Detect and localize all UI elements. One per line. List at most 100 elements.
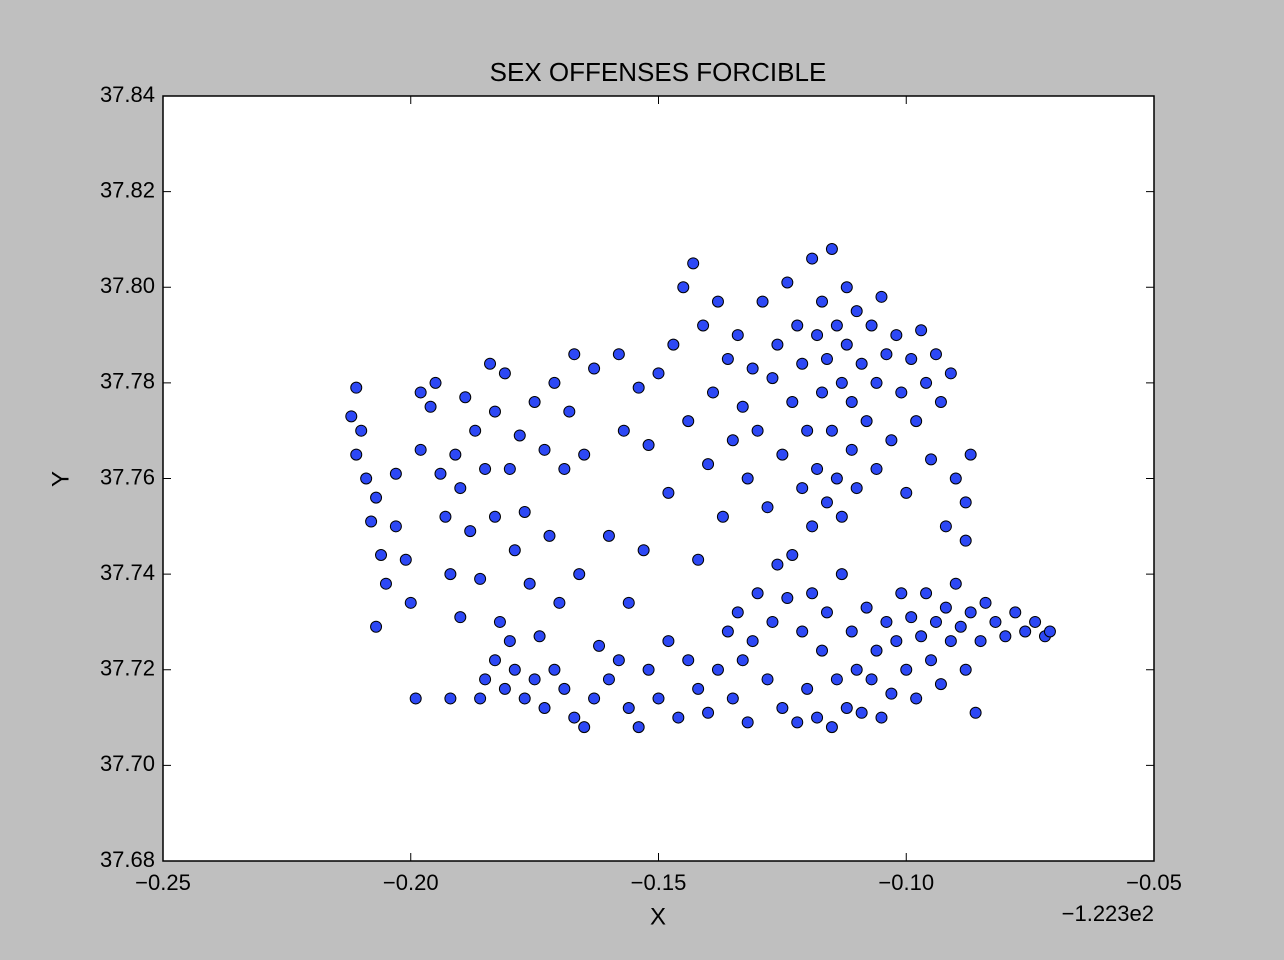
- point: [949, 472, 962, 485]
- point: [612, 348, 625, 361]
- point: [726, 434, 739, 447]
- point: [910, 692, 923, 705]
- point: [1043, 625, 1056, 638]
- point: [776, 702, 789, 714]
- point: [479, 673, 492, 686]
- point: [1019, 625, 1032, 638]
- point: [786, 396, 799, 408]
- point: [816, 295, 829, 308]
- y-tick-label: 37.68: [100, 847, 155, 872]
- point: [835, 376, 848, 389]
- point: [518, 692, 531, 705]
- point: [999, 630, 1012, 643]
- point: [409, 692, 422, 705]
- point: [835, 510, 848, 523]
- point: [820, 352, 833, 365]
- point: [721, 352, 734, 365]
- point: [944, 635, 957, 648]
- point: [964, 606, 977, 619]
- chart-title: SEX OFFENSES FORCIBLE: [490, 57, 827, 87]
- point: [925, 453, 938, 466]
- point: [840, 338, 853, 351]
- point: [558, 682, 571, 695]
- point: [711, 295, 724, 308]
- point: [801, 424, 814, 437]
- point: [702, 458, 715, 471]
- point: [632, 381, 645, 394]
- point: [746, 635, 759, 648]
- point: [726, 692, 739, 705]
- point: [498, 682, 511, 695]
- point: [766, 372, 779, 385]
- point: [543, 529, 556, 542]
- y-axis-label: Y: [47, 471, 74, 487]
- point: [781, 592, 794, 605]
- point: [736, 400, 749, 413]
- point: [642, 663, 655, 676]
- point: [959, 534, 972, 547]
- point: [568, 348, 581, 361]
- point: [523, 577, 536, 590]
- point: [791, 716, 804, 729]
- y-tick-label: 37.84: [100, 82, 155, 107]
- point: [479, 462, 492, 475]
- point: [1009, 606, 1022, 619]
- point: [865, 319, 878, 332]
- point: [365, 515, 378, 528]
- point: [890, 635, 903, 648]
- point: [642, 439, 655, 452]
- plot-area: [163, 96, 1154, 861]
- point: [558, 462, 571, 475]
- point: [568, 711, 581, 724]
- point: [528, 673, 541, 686]
- point: [860, 415, 873, 428]
- point: [345, 410, 358, 423]
- point: [746, 362, 759, 375]
- point: [370, 491, 383, 504]
- x-tick-label: −0.10: [878, 870, 934, 895]
- point: [350, 381, 363, 394]
- point: [969, 706, 982, 719]
- point: [974, 635, 987, 648]
- y-tick-label: 37.74: [100, 560, 155, 585]
- point: [721, 625, 734, 638]
- point: [672, 711, 685, 724]
- point: [716, 510, 729, 523]
- point: [538, 702, 551, 714]
- point: [444, 692, 457, 705]
- point: [900, 486, 913, 499]
- point: [939, 601, 952, 614]
- point: [736, 654, 749, 667]
- point: [939, 520, 952, 533]
- point: [464, 525, 477, 538]
- point: [682, 654, 695, 667]
- x-tick-label: −0.15: [631, 870, 687, 895]
- point: [389, 467, 402, 480]
- point: [816, 644, 829, 657]
- point: [637, 544, 650, 557]
- point: [692, 553, 705, 566]
- point: [404, 596, 417, 609]
- point: [360, 472, 373, 485]
- point: [578, 721, 591, 734]
- point: [602, 673, 615, 686]
- point: [786, 549, 799, 561]
- point: [513, 429, 526, 442]
- point: [781, 276, 794, 289]
- point: [459, 391, 472, 404]
- point: [731, 606, 744, 619]
- point: [498, 367, 511, 380]
- point: [801, 682, 814, 695]
- point: [920, 376, 933, 389]
- point: [741, 472, 754, 485]
- point: [687, 257, 700, 270]
- point: [915, 324, 928, 337]
- point: [692, 682, 705, 695]
- point: [533, 630, 546, 643]
- x-axis-label: X: [650, 903, 666, 930]
- point: [622, 596, 635, 609]
- point: [508, 663, 521, 676]
- point: [925, 654, 938, 667]
